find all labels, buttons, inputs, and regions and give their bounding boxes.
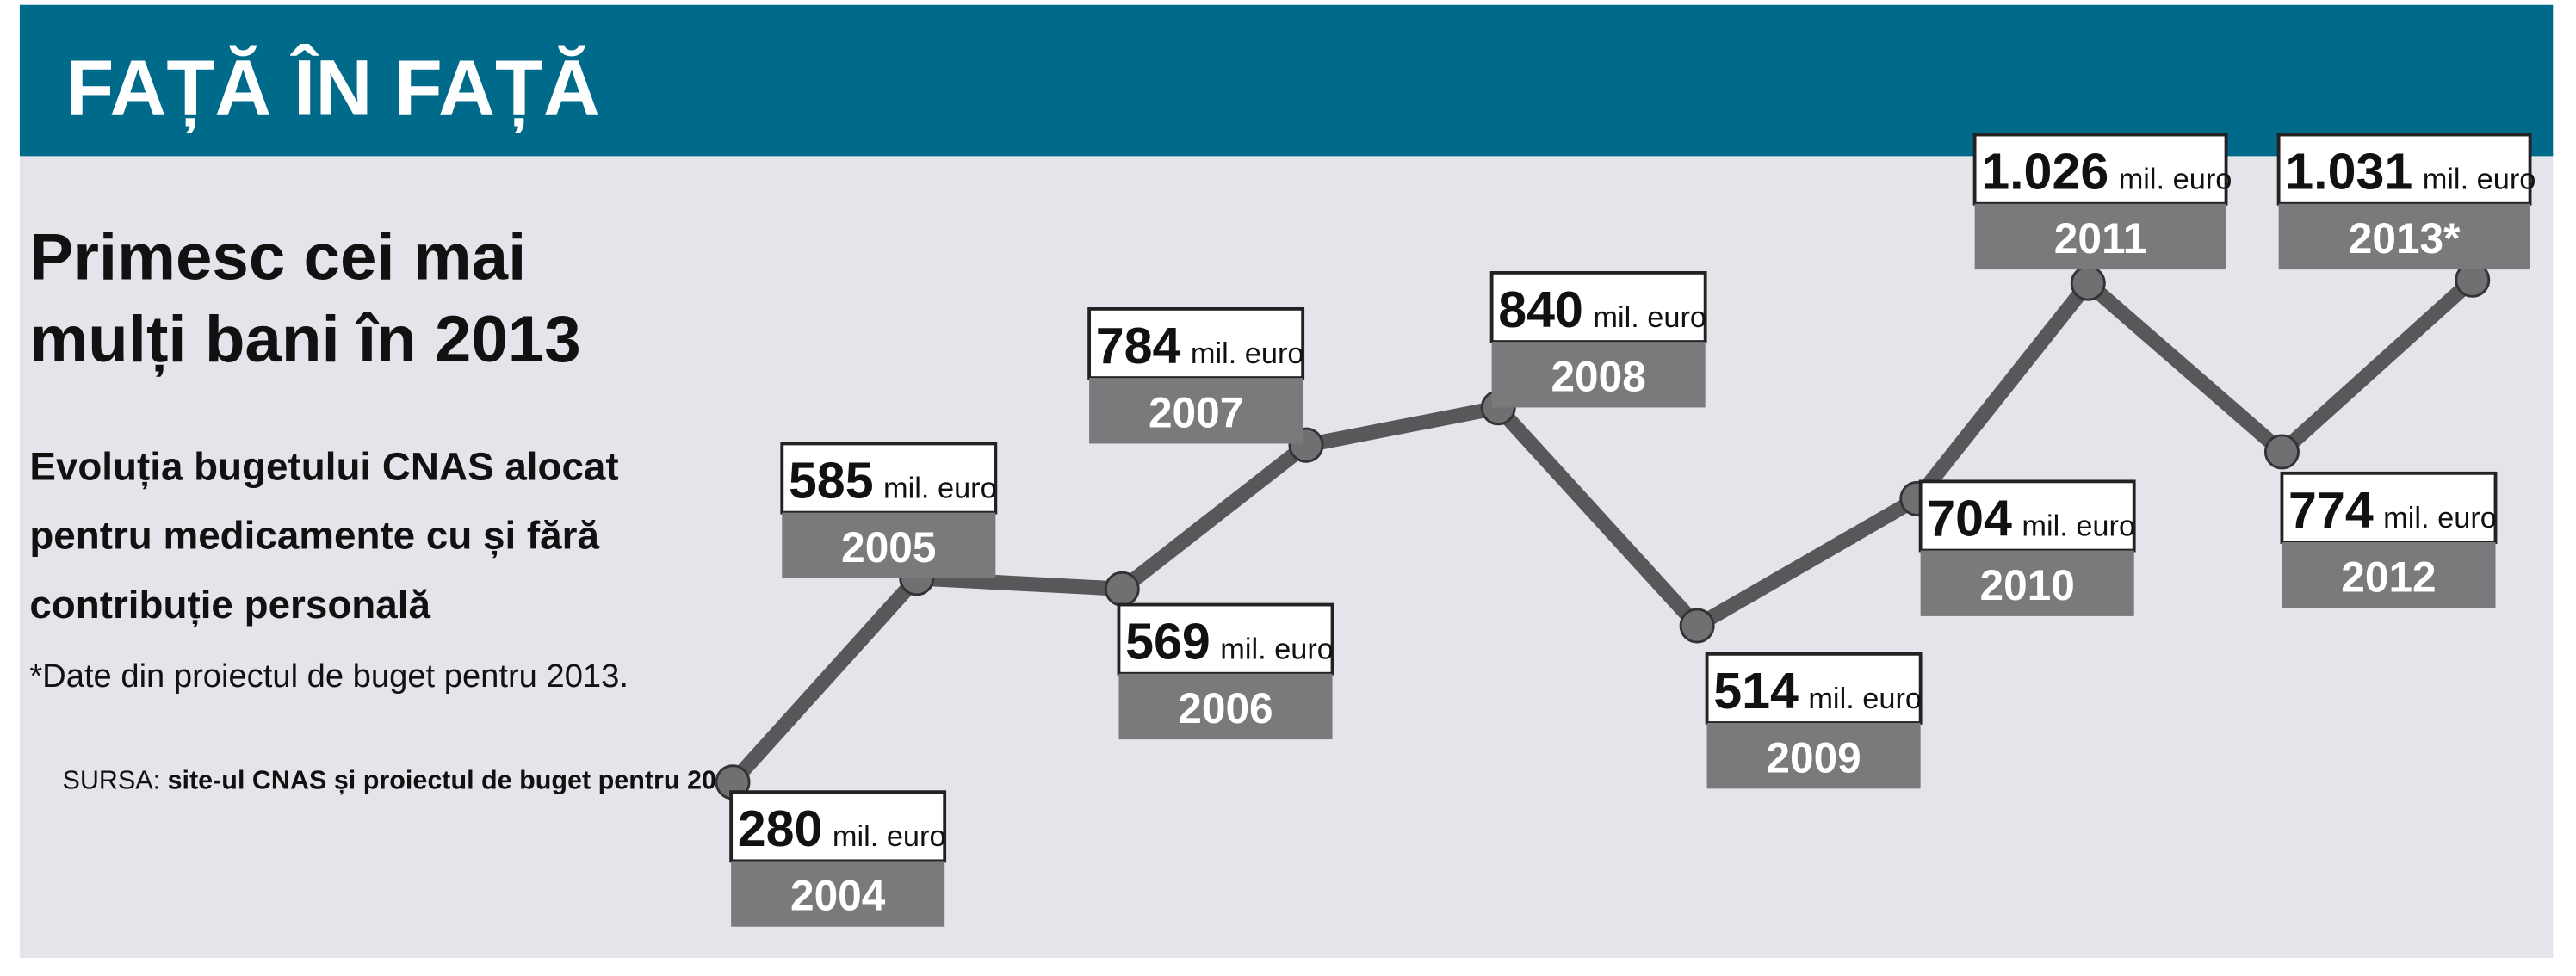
category-label: 2005 bbox=[841, 523, 936, 571]
chart-title: Primesc cei mai bbox=[29, 221, 526, 294]
value-unit: mil. euro bbox=[1220, 633, 1334, 666]
chart-title: mulți bani în 2013 bbox=[29, 303, 580, 377]
header-title: FAȚĂ ÎN FAȚĂ bbox=[65, 45, 600, 133]
subtitle: contribuție personală bbox=[29, 583, 430, 627]
value-number: 514 bbox=[1713, 662, 1799, 720]
year-box bbox=[2278, 203, 2530, 270]
value-label: 704 mil. euro bbox=[1927, 489, 2135, 547]
value-label: 784 mil. euro bbox=[1096, 317, 1304, 374]
value-box bbox=[729, 790, 947, 863]
value-unit: mil. euro bbox=[1593, 301, 1706, 334]
value-box bbox=[1117, 602, 1334, 676]
value-number: 774 bbox=[2288, 481, 2374, 539]
year-box bbox=[1920, 550, 2134, 616]
category-label: 2010 bbox=[1979, 561, 2074, 609]
value-number: 569 bbox=[1125, 613, 1211, 670]
value-number: 1.031 bbox=[2285, 143, 2412, 201]
category-label: 2009 bbox=[1766, 733, 1861, 781]
data-point bbox=[1679, 608, 1715, 644]
value-label: 585 mil. euro bbox=[789, 451, 997, 509]
subtitle: Evoluția bugetului CNAS alocat bbox=[29, 444, 618, 489]
year-box bbox=[1089, 378, 1303, 444]
data-point bbox=[1104, 571, 1140, 607]
header-bar bbox=[19, 4, 2554, 157]
category-label: 2006 bbox=[1178, 684, 1273, 732]
value-label: 840 mil. euro bbox=[1498, 281, 1706, 338]
data-line bbox=[727, 274, 2478, 788]
value-number: 585 bbox=[789, 451, 874, 509]
value-unit: mil. euro bbox=[883, 472, 997, 504]
year-box bbox=[1491, 342, 1706, 408]
source-label: SURSA: bbox=[63, 765, 161, 794]
value-unit: mil. euro bbox=[2022, 510, 2135, 542]
category-label: 2011 bbox=[2054, 214, 2147, 263]
value-number: 1.026 bbox=[1981, 143, 2108, 201]
value-number: 840 bbox=[1498, 281, 1583, 338]
value-box bbox=[1918, 479, 2136, 553]
data-point bbox=[2070, 265, 2106, 301]
category-label: 2007 bbox=[1149, 388, 1243, 436]
year-box bbox=[1118, 673, 1333, 740]
value-unit: mil. euro bbox=[2383, 502, 2497, 534]
value-number: 784 bbox=[1096, 317, 1181, 374]
category-label: 2004 bbox=[790, 872, 886, 920]
source-text: site-ul CNAS și proiectul de buget pentr… bbox=[168, 765, 746, 794]
category-label: 2012 bbox=[2341, 553, 2436, 601]
value-label: 280 mil. euro bbox=[738, 800, 946, 857]
value-unit: mil. euro bbox=[2119, 164, 2232, 196]
year-box bbox=[1974, 203, 2226, 270]
category-label: 2008 bbox=[1551, 352, 1645, 400]
value-number: 704 bbox=[1927, 489, 2012, 547]
value-label: 1.031 mil. euro bbox=[2285, 143, 2536, 201]
value-box bbox=[2280, 471, 2498, 544]
value-unit: mil. euro bbox=[1191, 337, 1304, 370]
year-box bbox=[731, 861, 945, 927]
value-label: 1.026 mil. euro bbox=[1981, 143, 2232, 201]
value-box bbox=[1489, 271, 1707, 343]
year-box bbox=[2282, 542, 2496, 608]
category-label: 2013* bbox=[2349, 214, 2461, 263]
value-label: 774 mil. euro bbox=[2288, 481, 2497, 539]
value-box bbox=[2276, 133, 2532, 206]
note: *Date din proiectul de buget pentru 2013… bbox=[29, 658, 629, 695]
source: SURSA: site-ul CNAS și proiectul de buge… bbox=[63, 765, 746, 794]
value-label: 569 mil. euro bbox=[1125, 613, 1334, 670]
year-box bbox=[1706, 723, 1921, 789]
value-unit: mil. euro bbox=[1808, 683, 1922, 715]
value-unit: mil. euro bbox=[833, 820, 946, 853]
subtitle: pentru medicamente cu și fără bbox=[29, 514, 599, 559]
data-point bbox=[2263, 434, 2300, 470]
value-number: 280 bbox=[738, 800, 823, 857]
value-unit: mil. euro bbox=[2423, 164, 2536, 196]
year-box bbox=[782, 512, 996, 578]
value-label: 514 mil. euro bbox=[1713, 662, 1922, 720]
